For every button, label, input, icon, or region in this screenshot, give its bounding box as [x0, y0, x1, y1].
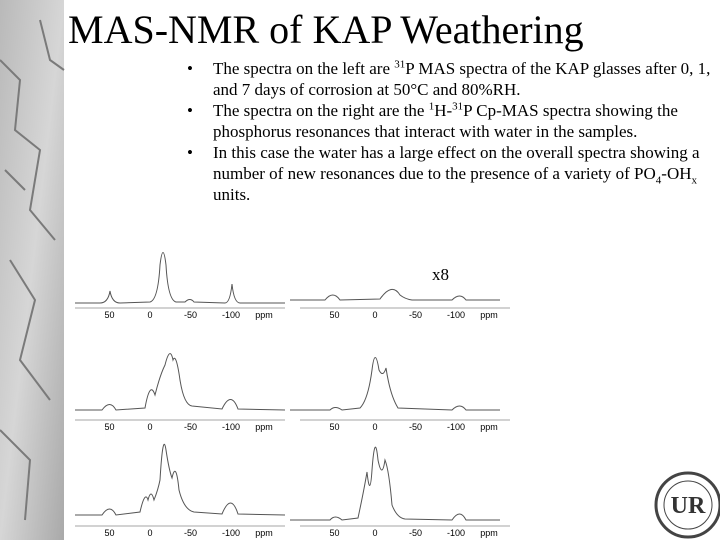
- tick-label: -100: [447, 310, 465, 320]
- bullet: The spectra on the left are 31P MAS spec…: [185, 58, 715, 100]
- bullet-text: -OH: [661, 164, 692, 183]
- tick-label: 50: [329, 310, 339, 320]
- tick-label: 0: [147, 310, 152, 320]
- marble-strip: [0, 0, 64, 540]
- bullet-text: The spectra on the right are the: [213, 101, 429, 120]
- tick-label: 0: [372, 422, 377, 432]
- bullet-text: The spectra on the left are: [213, 59, 395, 78]
- tick-label: 50: [104, 528, 114, 538]
- tick-label: 0: [372, 528, 377, 538]
- tick-label: 0: [147, 528, 152, 538]
- spectrum: [290, 288, 500, 301]
- tick-label: -100: [447, 528, 465, 538]
- logo-inner-ring: [663, 480, 713, 530]
- bullet-text: P MAS spectra of the KAP glasses after 0…: [213, 59, 711, 99]
- tick-label: 50: [329, 422, 339, 432]
- axis-unit: ppm: [255, 310, 273, 320]
- slide-title: MAS-NMR of KAP Weathering: [68, 7, 584, 52]
- tick-label: -50: [184, 310, 197, 320]
- spectrum: [290, 446, 500, 521]
- axis-unit: ppm: [480, 528, 498, 538]
- bullet-text: In this case the water has a large effec…: [213, 143, 700, 183]
- tick-label: -100: [222, 528, 240, 538]
- bullet-list: The spectra on the left are 31P MAS spec…: [185, 58, 715, 205]
- tick-label: -50: [184, 528, 197, 538]
- supscript: 31: [394, 58, 406, 71]
- axis-unit: ppm: [480, 422, 498, 432]
- bullet-text: H-: [434, 101, 453, 120]
- axis-unit: ppm: [255, 422, 273, 432]
- axis-unit: ppm: [480, 310, 498, 320]
- tick-label: 50: [104, 310, 114, 320]
- tick-label: -100: [222, 310, 240, 320]
- tick-label: -50: [409, 422, 422, 432]
- spectrum: [75, 252, 285, 304]
- spectrum: [75, 353, 286, 411]
- tick-label: -50: [184, 422, 197, 432]
- subscript: x: [691, 174, 698, 187]
- logo-ring: [654, 471, 720, 539]
- annotation: x8: [432, 265, 449, 284]
- supscript: 31: [452, 100, 464, 113]
- bullet: In this case the water has a large effec…: [185, 142, 715, 205]
- tick-label: 0: [147, 422, 152, 432]
- axis-unit: ppm: [255, 528, 273, 538]
- bullet-text: P Cp-MAS spectra showing the phosphorus …: [213, 101, 678, 141]
- spectrum: [290, 357, 500, 411]
- tick-label: -100: [447, 422, 465, 432]
- tick-label: 50: [104, 422, 114, 432]
- tick-label: 0: [372, 310, 377, 320]
- subscript: 4: [655, 174, 662, 187]
- tick-label: -100: [222, 422, 240, 432]
- university-logo: UR: [654, 471, 720, 539]
- supscript: 1: [428, 100, 435, 113]
- spectrum: [75, 443, 286, 516]
- bullet-text: units.: [213, 185, 251, 204]
- logo-text: UR: [671, 493, 706, 519]
- tick-label: 50: [329, 528, 339, 538]
- bullet: The spectra on the right are the 1H-31P …: [185, 100, 715, 142]
- tick-label: -50: [409, 310, 422, 320]
- marble-veins: [0, 19, 65, 521]
- tick-label: -50: [409, 528, 422, 538]
